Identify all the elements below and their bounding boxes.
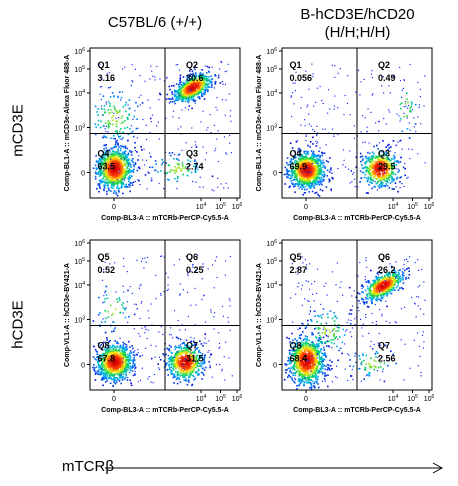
y-axis-title: Comp-VL1-A :: hCD3e-BV421-A bbox=[256, 263, 263, 367]
quadrant-value-q7: 2.56 bbox=[378, 354, 396, 364]
x-axis-title: Comp-BL3-A :: mTCRb-PerCP-Cy5.5-A bbox=[293, 215, 421, 222]
x-tick-label: 105 bbox=[215, 394, 226, 403]
x-axis-title: Comp-BL3-A :: mTCRb-PerCP-Cy5.5-A bbox=[101, 215, 229, 222]
quadrant-value-q7: 31.5 bbox=[186, 354, 204, 364]
quadrant-value-q8: 68.4 bbox=[290, 354, 308, 364]
quadrant-id-q6: Q6 bbox=[186, 252, 198, 262]
y-tick-label: 0 bbox=[81, 171, 85, 178]
row-label-hcd3e: hCD3E bbox=[9, 300, 27, 349]
quadrant-id-q7: Q7 bbox=[186, 341, 198, 351]
quadrant-value-q4: 69.9 bbox=[290, 162, 308, 172]
y-tick-label: 103 bbox=[74, 124, 85, 133]
y-tick-label: 105 bbox=[266, 257, 277, 266]
quadrant-id-q8: Q8 bbox=[290, 341, 302, 351]
y-tick-label: 104 bbox=[266, 281, 277, 290]
cell-events bbox=[92, 61, 232, 197]
x-tick-label: 0 bbox=[112, 396, 116, 403]
y-axis-title: Comp-VL1-A :: hCD3e-BV421-A bbox=[64, 263, 71, 367]
x-tick-label: 106 bbox=[232, 394, 243, 403]
x-axis-arrow bbox=[105, 462, 444, 474]
y-tick-label: 104 bbox=[266, 89, 277, 98]
x-tick-label: 106 bbox=[424, 202, 435, 211]
quadrant-value-q2: 30.6 bbox=[186, 73, 204, 83]
quadrant-id-q7: Q7 bbox=[378, 341, 390, 351]
quadrant-value-q4: 63.5 bbox=[98, 162, 116, 172]
quadrant-id-q5: Q5 bbox=[290, 252, 302, 262]
quadrant-value-q3: 29.5 bbox=[378, 162, 396, 172]
row-label-mcd3e: mCD3E bbox=[9, 104, 27, 157]
y-tick-label: 105 bbox=[266, 65, 277, 74]
y-tick-label: 106 bbox=[266, 47, 277, 56]
x-tick-label: 104 bbox=[388, 394, 399, 403]
x-tick-label: 0 bbox=[112, 204, 116, 211]
quadrant-id-q5: Q5 bbox=[98, 252, 110, 262]
cell-events bbox=[92, 255, 233, 387]
column-title-c57bl6: C57BL/6 (+/+) bbox=[107, 14, 203, 31]
quadrant-id-q1: Q1 bbox=[98, 60, 110, 70]
quadrant-id-q3: Q3 bbox=[378, 149, 390, 159]
y-tick-label: 103 bbox=[74, 316, 85, 325]
quadrant-value-q1: 3.16 bbox=[98, 73, 116, 83]
y-tick-label: 0 bbox=[81, 363, 85, 370]
y-tick-label: 104 bbox=[74, 89, 85, 98]
flow-plot-hcd3e-humanized: Q5 2.87 Q6 26.2 Q7 2.56 Q8 68.4 0 104 105 106 0 103 10… bbox=[256, 239, 435, 414]
quadrant-id-q8: Q8 bbox=[98, 341, 110, 351]
y-tick-label: 106 bbox=[266, 239, 277, 248]
x-tick-label: 105 bbox=[215, 202, 226, 211]
quadrant-id-q2: Q2 bbox=[378, 60, 390, 70]
quadrant-id-q6: Q6 bbox=[378, 252, 390, 262]
y-tick-label: 106 bbox=[74, 239, 85, 248]
quadrant-value-q5: 2.87 bbox=[290, 265, 308, 275]
x-tick-label: 104 bbox=[388, 202, 399, 211]
quadrant-id-q4: Q4 bbox=[98, 149, 110, 159]
x-tick-label: 106 bbox=[232, 202, 243, 211]
x-tick-label: 104 bbox=[196, 394, 207, 403]
x-tick-label: 105 bbox=[407, 394, 418, 403]
flow-plot-hcd3e-wildtype: Q5 0.52 Q6 0.25 Q7 31.5 Q8 67.8 0 104 105 106 0 103 10… bbox=[64, 239, 243, 414]
x-tick-label: 0 bbox=[304, 396, 308, 403]
y-axis-title: Comp-BL1-A :: mCD3e-Alexa Fluor 488-A bbox=[64, 55, 71, 192]
y-tick-label: 0 bbox=[273, 363, 277, 370]
y-tick-label: 104 bbox=[74, 281, 85, 290]
quadrant-id-q2: Q2 bbox=[186, 60, 198, 70]
x-axis-title: Comp-BL3-A :: mTCRb-PerCP-Cy5.5-A bbox=[293, 407, 421, 414]
x-axis-label-mtcrb: mTCRβ bbox=[62, 458, 114, 475]
cell-events bbox=[283, 63, 426, 197]
x-tick-label: 105 bbox=[407, 202, 418, 211]
y-tick-label: 105 bbox=[74, 257, 85, 266]
y-axis-title: Comp-BL1-A :: mCD3e-Alexa Fluor 488-A bbox=[256, 55, 263, 192]
quadrant-value-q2: 0.49 bbox=[378, 73, 396, 83]
y-tick-label: 103 bbox=[266, 124, 277, 133]
column-title-humanized: B-hCD3E/hCD20 (H/H;H/H) bbox=[300, 6, 415, 41]
x-tick-label: 104 bbox=[196, 202, 207, 211]
flow-plot-mcd3e-humanized: Q1 0.056 Q2 0.49 Q3 29.5 Q4 69.9 0 104 105 106 0 103 1… bbox=[256, 47, 435, 222]
cell-events bbox=[283, 256, 426, 390]
y-tick-label: 105 bbox=[74, 65, 85, 74]
flow-plot-mcd3e-wildtype: Q1 3.16 Q2 30.6 Q3 2.74 Q4 63.5 0 104 105 106 0 103 10… bbox=[64, 47, 243, 222]
x-axis-title: Comp-BL3-A :: mTCRb-PerCP-Cy5.5-A bbox=[101, 407, 229, 414]
quadrant-value-q5: 0.52 bbox=[98, 265, 116, 275]
quadrant-value-q6: 0.25 bbox=[186, 265, 204, 275]
quadrant-value-q3: 2.74 bbox=[186, 162, 204, 172]
quadrant-value-q8: 67.8 bbox=[98, 354, 116, 364]
y-tick-label: 106 bbox=[74, 47, 85, 56]
quadrant-id-q3: Q3 bbox=[186, 149, 198, 159]
y-tick-label: 103 bbox=[266, 316, 277, 325]
y-tick-label: 0 bbox=[273, 171, 277, 178]
quadrant-id-q1: Q1 bbox=[290, 60, 302, 70]
quadrant-id-q4: Q4 bbox=[290, 149, 302, 159]
quadrant-value-q1: 0.056 bbox=[290, 73, 313, 83]
x-tick-label: 106 bbox=[424, 394, 435, 403]
x-tick-label: 0 bbox=[304, 204, 308, 211]
quadrant-value-q6: 26.2 bbox=[378, 265, 396, 275]
